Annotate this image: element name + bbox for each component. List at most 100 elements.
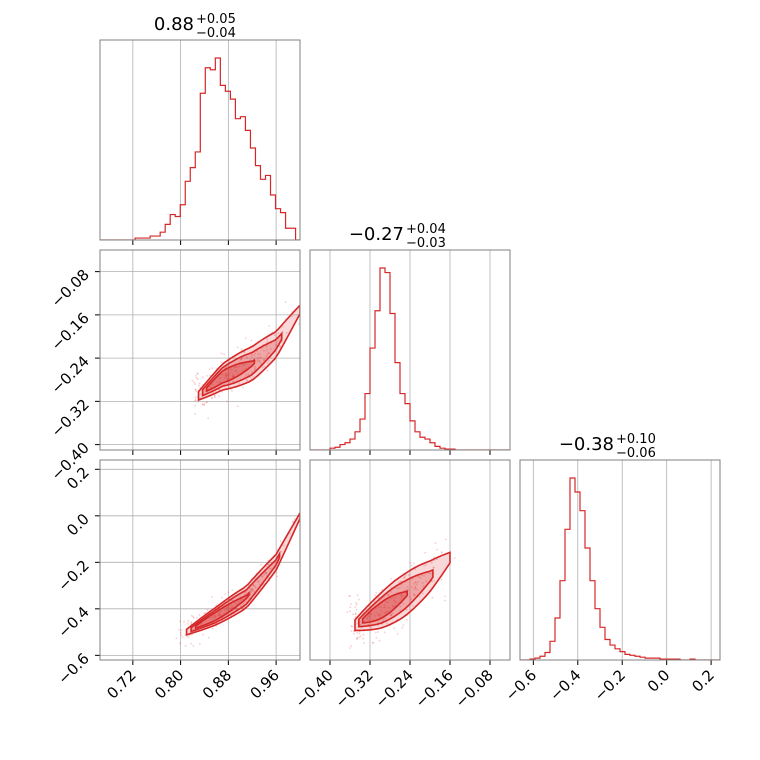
- hist-p3-xtick-label: −0.4: [546, 666, 584, 704]
- scatter-p2-p3-point: [350, 630, 353, 632]
- scatter-p2-p3-point: [408, 596, 411, 599]
- scatter-p2-p3-point: [371, 641, 374, 644]
- scatter-p2-p3-point: [356, 594, 359, 596]
- scatter-p2-p3-point: [440, 551, 443, 553]
- scatter-p1-p3-point: [211, 616, 213, 619]
- scatter-p1-p2-point: [220, 361, 223, 364]
- scatter-p2-p3-point: [354, 606, 356, 608]
- scatter-p1-p2-point: [281, 340, 284, 343]
- scatter-p1-p3-point: [206, 608, 209, 611]
- scatter-p1-p3-point: [289, 532, 292, 535]
- scatter-p1-p2-point: [207, 417, 210, 420]
- scatter-p2-p3-point: [431, 580, 433, 583]
- scatter-p2-p3-point: [348, 594, 351, 597]
- scatter-p1-p3-point: [291, 521, 294, 524]
- scatter-p1-p3-contour-outer: [185, 511, 300, 636]
- scatter-p1-p3-point: [244, 593, 246, 596]
- scatter-p1-p2-point: [261, 366, 264, 369]
- scatter-p1-p3-point: [180, 629, 183, 631]
- hist-p3-title-upper-err: +0.10: [616, 432, 656, 447]
- scatter-p1-p2-point: [194, 413, 197, 415]
- scatter-p2-p3-point: [375, 636, 378, 639]
- scatter-p1-p3-point: [275, 572, 278, 574]
- scatter-p1-p2-point: [227, 374, 230, 376]
- scatter-p2-p3-point: [431, 596, 434, 599]
- scatter-p2-p3-point: [358, 630, 361, 633]
- scatter-p1-p3-point: [187, 620, 190, 622]
- scatter-p1-p2-point: [254, 367, 257, 370]
- scatter-p2-p3-point: [358, 636, 361, 639]
- scatter-p1-p2-point: [268, 352, 271, 355]
- hist-p3-bars: [520, 477, 720, 660]
- hist-p1-bars: [100, 57, 300, 240]
- scatter-p1-p3-point: [192, 615, 194, 618]
- scatter-p1-p3-xtick-label: 0.80: [151, 666, 187, 702]
- scatter-p2-p3-point: [367, 623, 370, 626]
- scatter-p2-p3-point: [415, 583, 418, 586]
- scatter-p2-p3-point: [425, 563, 428, 566]
- scatter-p1-p3-point: [198, 643, 201, 645]
- scatter-p1-p2-point: [226, 372, 229, 375]
- scatter-p1-p2-point: [243, 364, 246, 367]
- scatter-p2-p3-point: [355, 603, 358, 606]
- scatter-p1-p2-point: [249, 376, 252, 379]
- scatter-p1-p2-point: [228, 377, 230, 380]
- scatter-p1-p2-point: [259, 356, 262, 359]
- scatter-p1-p3-point: [217, 614, 220, 617]
- scatter-p1-p2-ytick-label: −0.08: [48, 266, 93, 311]
- scatter-p1-p3-point: [227, 591, 230, 594]
- scatter-p1-p3-point: [181, 636, 184, 638]
- scatter-p1-p2-point: [240, 348, 243, 351]
- scatter-p1-p2-point: [269, 348, 272, 350]
- scatter-p2-p3-point: [346, 611, 349, 613]
- scatter-p2-p3-frame: [309, 459, 511, 661]
- scatter-p1-p3-point: [250, 589, 253, 591]
- scatter-p1-p2-point: [219, 377, 222, 379]
- scatter-p1-p3-point: [187, 636, 190, 639]
- scatter-p2-p3-point: [402, 577, 405, 580]
- scatter-p1-p2-point: [265, 355, 268, 358]
- scatter-p2-p3-point: [352, 613, 355, 616]
- scatter-p1-p2-point: [228, 381, 231, 383]
- scatter-p2-p3-point: [419, 576, 422, 579]
- scatter-p1-p2-point: [278, 345, 281, 348]
- scatter-p1-p2-point: [240, 358, 243, 360]
- scatter-p1-p2-point: [194, 399, 197, 402]
- scatter-p2-p3-point: [363, 642, 365, 644]
- scatter-p1-p3-point: [186, 635, 188, 638]
- scatter-p2-p3-point: [421, 592, 424, 595]
- scatter-p2-p3-point: [412, 582, 415, 585]
- scatter-p2-p3-point: [387, 606, 390, 609]
- scatter-p1-p2-point: [226, 378, 229, 380]
- hist-p2-title-lower-err: −0.03: [406, 236, 446, 251]
- scatter-p1-p3-point: [254, 585, 257, 588]
- scatter-p1-p2-point: [258, 359, 261, 362]
- scatter-p2-p3-point: [430, 561, 433, 564]
- scatter-p2-p3-point: [398, 581, 401, 584]
- scatter-p1-p3-xtick-label: 0.88: [199, 666, 235, 702]
- scatter-p2-p3-point: [381, 623, 384, 626]
- scatter-p2-p3-point: [380, 615, 383, 618]
- scatter-p1-p3-contour-mid: [190, 550, 281, 633]
- scatter-p1-p3-point: [218, 614, 220, 617]
- scatter-p2-p3-point: [354, 612, 357, 615]
- scatter-p1-p3-point: [211, 617, 214, 619]
- scatter-p2-p3-point: [349, 610, 351, 613]
- hist-p1-frame: [99, 39, 301, 241]
- scatter-p2-p3-point: [376, 611, 378, 614]
- scatter-p2-p3-point: [400, 597, 403, 600]
- scatter-p1-p3-point: [184, 645, 187, 647]
- scatter-p1-p2-point: [249, 359, 252, 361]
- scatter-p2-p3-point: [411, 604, 414, 607]
- scatter-p2-p3-point: [453, 557, 456, 559]
- scatter-p1-p3-plot-area: [175, 507, 300, 647]
- scatter-p1-p3-xtick-label: 0.96: [247, 666, 283, 702]
- scatter-p1-p3-point: [231, 606, 233, 609]
- scatter-p1-p2-point: [251, 371, 253, 374]
- scatter-p1-p3-point: [213, 614, 215, 617]
- scatter-p2-p3-point: [422, 585, 425, 588]
- scatter-p1-p2-point: [263, 349, 265, 352]
- hist-p2-title-value: −0.27: [349, 224, 404, 245]
- scatter-p2-p3-point: [385, 610, 388, 613]
- scatter-p2-p3-point: [407, 574, 410, 576]
